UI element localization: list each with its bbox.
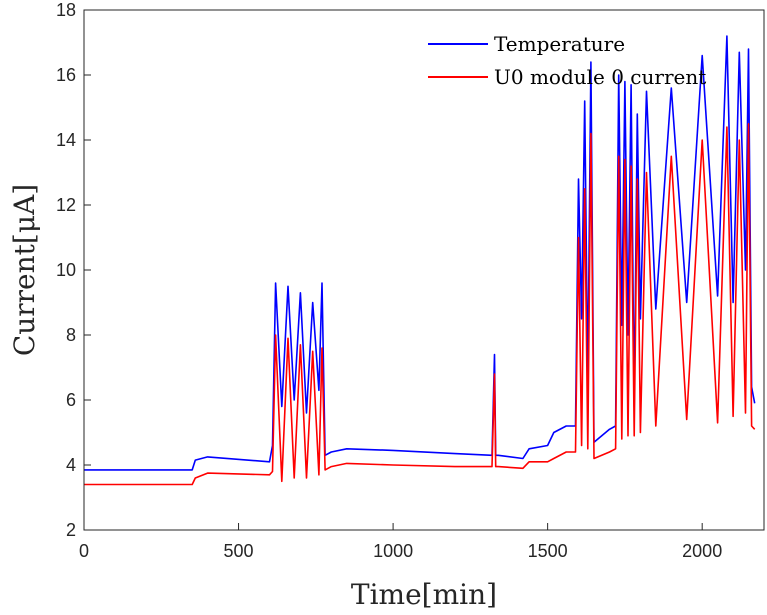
y-tick-label: 6 [66,390,76,410]
y-tick-label: 14 [56,130,76,150]
y-tick-label: 2 [66,520,76,540]
x-tick-label: 500 [224,541,254,561]
y-tick-label: 12 [56,195,76,215]
legend-label-temperature: Temperature [494,32,625,56]
y-tick-label: 8 [66,325,76,345]
series-line-1 [84,123,756,486]
x-tick-label: 0 [79,541,89,561]
x-axis-label: Time[min] [351,578,497,611]
y-tick-label: 10 [56,260,76,280]
ticks-layer: 0 500 1000 1500 2000 2 4 6 8 10 12 14 16 18 [56,0,722,561]
legend-label-current: U0 module 0 current [494,65,706,89]
x-tick-label: 1500 [528,541,568,561]
y-axis-label: Current[μA] [8,184,41,356]
legend: Temperature U0 module 0 current [428,32,706,89]
series-layer [84,35,756,486]
x-tick-label: 1000 [373,541,413,561]
y-tick-label: 16 [56,65,76,85]
y-tick-label: 4 [66,455,76,475]
x-tick-label: 2000 [682,541,722,561]
y-tick-label: 18 [56,0,76,20]
